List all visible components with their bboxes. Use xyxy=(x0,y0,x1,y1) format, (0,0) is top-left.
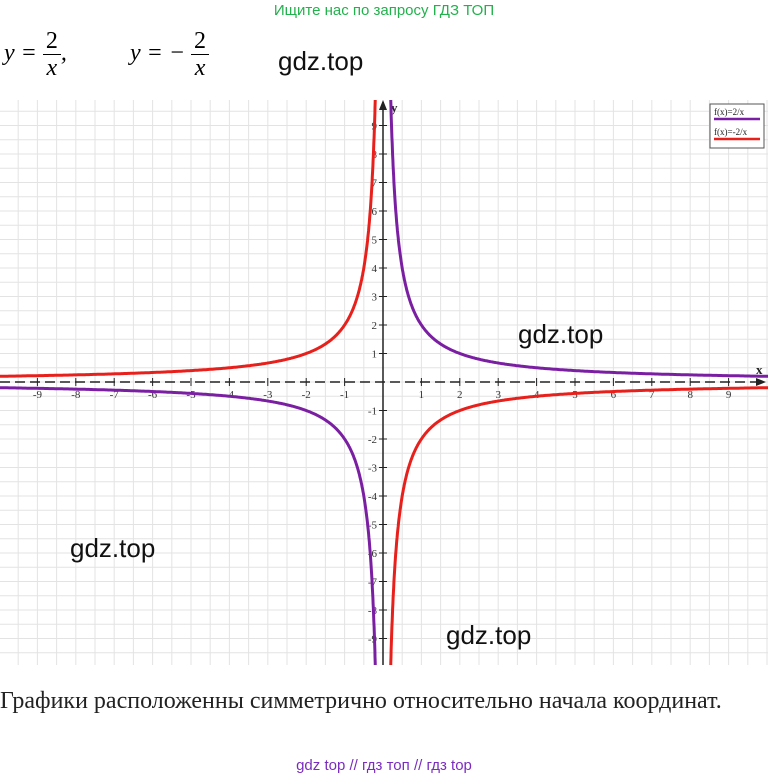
y-axis-arrow xyxy=(379,100,387,110)
watermark: gdz.top xyxy=(446,620,532,650)
legend-label: f(x)=-2/x xyxy=(714,127,748,137)
formula-comma: , xyxy=(60,40,67,67)
watermark: gdz.top xyxy=(518,319,604,349)
x-tick-label: 3 xyxy=(495,389,501,401)
x-tick-label: 5 xyxy=(572,389,578,401)
x-tick-label: 6 xyxy=(611,389,617,401)
y-tick-label: -5 xyxy=(368,520,378,532)
series-curves xyxy=(0,100,768,665)
x-axis-label: x xyxy=(756,362,763,377)
x-tick-label: -2 xyxy=(302,389,311,401)
formula-y-2-over-x: y = 2 x , xyxy=(4,28,67,81)
footer-separator: // xyxy=(349,757,358,774)
x-axis-arrow xyxy=(756,378,766,386)
y-tick-label: -4 xyxy=(368,491,378,503)
y-tick-label: 4 xyxy=(372,263,378,275)
y-tick-label: 1 xyxy=(372,349,378,361)
legend-box xyxy=(709,103,765,149)
x-tick-label: 2 xyxy=(457,389,463,401)
denominator: x xyxy=(194,55,206,81)
footer-link[interactable]: gdz top xyxy=(296,757,346,774)
numerator: 2 xyxy=(191,28,210,55)
x-tick-label: 9 xyxy=(726,389,732,401)
footer-link[interactable]: гдз top xyxy=(426,757,472,774)
y-tick-label: -3 xyxy=(368,463,378,475)
numerator: 2 xyxy=(42,28,61,55)
y-tick-label: 2 xyxy=(372,320,378,332)
x-tick-label: 8 xyxy=(687,389,693,401)
hyperbola-graph: xy -9 -8 -7 -6 -5 -4 -3 -2 -1 1 2 3 4 5 6 7 8 9987654321-… xyxy=(0,100,768,665)
series-curve-negative-branch xyxy=(0,386,377,665)
x-tick-label: 7 xyxy=(649,389,655,401)
denominator: x xyxy=(46,55,58,81)
legend-label: f(x)=2/x xyxy=(714,107,745,117)
y-tick-label: -6 xyxy=(368,548,378,560)
footer-links: gdz top // гдз топ // гдз top xyxy=(0,757,768,774)
y-tick-label: -2 xyxy=(368,434,377,446)
formula-y-minus-2-over-x: y = − 2 x xyxy=(130,28,210,81)
series-curve-positive-branch xyxy=(389,100,768,378)
y-tick-label: 6 xyxy=(372,206,378,218)
x-tick-label: -5 xyxy=(186,389,196,401)
watermark: gdz.top xyxy=(278,46,364,76)
caption-text: Графики расположенны симметрично относит… xyxy=(0,688,722,714)
y-tick-label: 5 xyxy=(372,235,378,247)
legend: f(x)=2/x f(x)=-2/x xyxy=(709,103,765,149)
watermark: gdz.top xyxy=(70,533,156,563)
x-tick-label: -1 xyxy=(340,389,349,401)
y-axis-label: y xyxy=(391,100,398,115)
search-hint-link[interactable]: Ищите нас по запросу ГДЗ ТОП xyxy=(273,2,495,19)
fraction: 2 x xyxy=(191,28,210,81)
formula-lhs: y = − xyxy=(130,40,186,67)
footer-link[interactable]: гдз топ xyxy=(362,757,410,774)
x-tick-label: -8 xyxy=(71,389,81,401)
y-tick-label: -1 xyxy=(368,406,377,418)
x-tick-label: -3 xyxy=(263,389,273,401)
y-tick-label: -9 xyxy=(368,634,378,646)
x-tick-label: -6 xyxy=(148,389,158,401)
fraction: 2 x xyxy=(42,28,61,81)
footer-separator: // xyxy=(413,757,423,774)
x-tick-label: 1 xyxy=(419,389,425,401)
x-tick-label: -7 xyxy=(110,389,120,401)
axes: xy xyxy=(0,100,766,665)
y-tick-label: 7 xyxy=(372,178,378,190)
series-curve-positive-branch xyxy=(389,386,768,665)
y-tick-label: 3 xyxy=(372,292,378,304)
series-curve-negative-branch xyxy=(0,100,377,378)
formula-lhs: y = xyxy=(4,40,37,67)
x-tick-label: -9 xyxy=(33,389,43,401)
